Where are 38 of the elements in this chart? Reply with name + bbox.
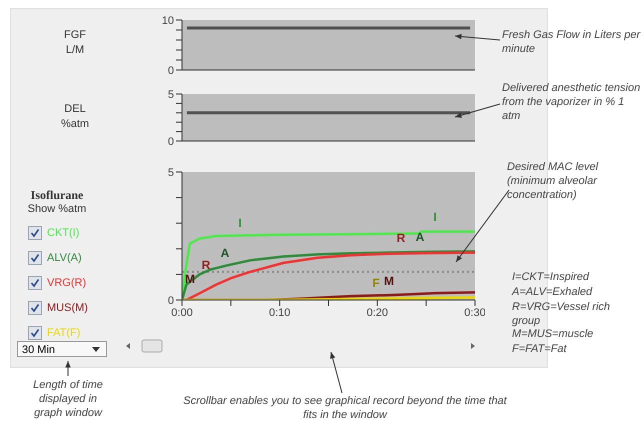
y-tick-label: 5 [168,166,174,179]
text: Scrollbar enables you to see graphical record beyond the time that fits in the window [182,394,508,422]
annotation: I [237,216,243,230]
annotation: A [414,230,426,244]
y-tick-label: 5 [168,88,174,101]
x-tick-label: 0:10 [268,306,290,319]
y-tick-label: 0 [168,136,174,148]
text: ALV(A) [47,252,82,264]
y-tick-label: 10 [162,14,174,27]
y-axis-title: Show %atm [26,203,88,215]
legend-title: Isoflurane [30,188,84,203]
annotation: A [220,246,230,260]
text: M=MUS=muscle [512,327,594,341]
text: Length of time displayed in graph window [32,378,104,420]
annotation: M [383,274,395,288]
text: MUS(M) [47,302,88,314]
y-tick-label: 0 [168,64,174,77]
y-axis-title: DEL %atm [60,102,90,132]
text: Delivered anesthetic tension from the vaporizer in % 1 atm [502,81,642,123]
x-tick-label: 0:30 [464,306,486,319]
text: I=CKT=Inspired [512,270,590,284]
text: FAT(F) [47,327,80,339]
annotation: I [432,210,438,224]
text: Fresh Gas Flow in Liters per minute [502,28,642,56]
text: VRG(R) [47,277,86,289]
text: 30 Min [17,341,107,357]
text: Desired MAC level (minimum alveolar concentration) [507,160,600,202]
x-tick-label: 0:20 [366,306,388,319]
y-tick-label: 0 [168,294,174,307]
y-axis-title: FGF L/M [63,28,87,58]
text: R=VRG=Vessel rich group [512,300,612,328]
text: A=ALV=Exhaled [512,285,594,299]
x-tick-label: 0:00 [171,306,193,319]
annotation: F [371,276,381,290]
annotation: R [396,231,406,245]
text: F=FAT=Fat [512,342,568,356]
annotation: R [200,258,212,272]
text: CKT(I) [47,227,80,239]
